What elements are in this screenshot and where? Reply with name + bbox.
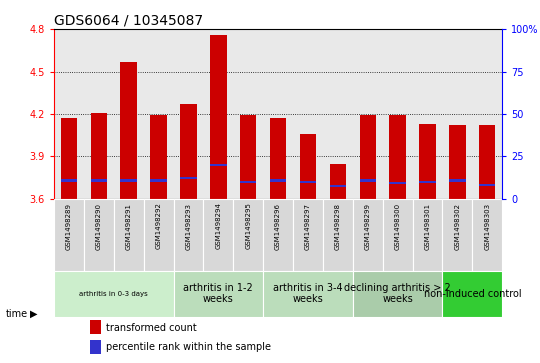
Bar bbox=[419, 181, 436, 183]
Bar bbox=[144, 199, 173, 271]
Text: arthritis in 1-2
weeks: arthritis in 1-2 weeks bbox=[184, 283, 253, 305]
Bar bbox=[329, 163, 346, 199]
Bar bbox=[54, 271, 173, 317]
Text: non-induced control: non-induced control bbox=[423, 289, 521, 299]
Bar bbox=[60, 179, 77, 182]
Text: ▶: ▶ bbox=[30, 309, 37, 319]
Text: GDS6064 / 10345087: GDS6064 / 10345087 bbox=[54, 14, 203, 28]
Text: GSM1498295: GSM1498295 bbox=[245, 203, 251, 249]
Bar bbox=[419, 124, 436, 199]
Bar bbox=[353, 199, 383, 271]
Bar bbox=[180, 104, 197, 199]
Bar bbox=[323, 29, 353, 199]
Bar bbox=[144, 29, 173, 199]
Bar bbox=[300, 181, 316, 183]
Bar bbox=[293, 29, 323, 199]
Bar bbox=[91, 179, 107, 182]
Bar bbox=[150, 179, 167, 182]
Text: transformed count: transformed count bbox=[105, 322, 197, 333]
Text: GSM1498300: GSM1498300 bbox=[395, 203, 401, 250]
Bar bbox=[263, 199, 293, 271]
Bar bbox=[233, 29, 263, 199]
Bar bbox=[90, 321, 101, 334]
Bar bbox=[383, 29, 413, 199]
Bar bbox=[300, 134, 316, 199]
Text: GSM1498294: GSM1498294 bbox=[215, 203, 221, 249]
Bar bbox=[293, 199, 323, 271]
Bar bbox=[472, 29, 502, 199]
Text: GSM1498298: GSM1498298 bbox=[335, 203, 341, 249]
Bar bbox=[263, 271, 353, 317]
Bar bbox=[329, 185, 346, 187]
Bar bbox=[413, 199, 442, 271]
Text: GSM1498293: GSM1498293 bbox=[185, 203, 192, 249]
Text: GSM1498291: GSM1498291 bbox=[126, 203, 132, 249]
Bar bbox=[84, 29, 114, 199]
Bar bbox=[180, 177, 197, 179]
Text: GSM1498296: GSM1498296 bbox=[275, 203, 281, 249]
Bar bbox=[114, 29, 144, 199]
Bar bbox=[383, 199, 413, 271]
Bar bbox=[204, 199, 233, 271]
Bar bbox=[442, 271, 502, 317]
Bar bbox=[54, 29, 84, 199]
Text: GSM1498290: GSM1498290 bbox=[96, 203, 102, 249]
Bar bbox=[84, 199, 114, 271]
Bar bbox=[263, 29, 293, 199]
Bar bbox=[120, 62, 137, 199]
Text: GSM1498299: GSM1498299 bbox=[364, 203, 371, 249]
Bar bbox=[150, 115, 167, 199]
Bar bbox=[442, 199, 472, 271]
Bar bbox=[173, 271, 263, 317]
Bar bbox=[360, 115, 376, 199]
Bar bbox=[240, 181, 256, 183]
Bar bbox=[240, 115, 256, 199]
Bar bbox=[449, 179, 465, 182]
Bar bbox=[120, 179, 137, 182]
Text: GSM1498297: GSM1498297 bbox=[305, 203, 311, 249]
Bar bbox=[449, 125, 465, 199]
Text: arthritis in 0-3 days: arthritis in 0-3 days bbox=[79, 291, 148, 297]
Bar bbox=[60, 118, 77, 199]
Bar bbox=[360, 179, 376, 182]
Bar bbox=[389, 115, 406, 199]
Bar bbox=[323, 199, 353, 271]
Bar bbox=[114, 199, 144, 271]
Bar bbox=[233, 199, 263, 271]
Text: arthritis in 3-4
weeks: arthritis in 3-4 weeks bbox=[273, 283, 343, 305]
Text: declining arthritis > 2
weeks: declining arthritis > 2 weeks bbox=[344, 283, 451, 305]
Bar bbox=[91, 113, 107, 199]
Bar bbox=[54, 199, 84, 271]
Bar bbox=[442, 29, 472, 199]
Bar bbox=[479, 125, 496, 199]
Bar bbox=[353, 271, 442, 317]
Bar bbox=[270, 118, 286, 199]
Bar bbox=[472, 199, 502, 271]
Bar bbox=[90, 340, 101, 354]
Bar bbox=[210, 35, 227, 199]
Text: GSM1498303: GSM1498303 bbox=[484, 203, 490, 250]
Bar bbox=[204, 29, 233, 199]
Bar bbox=[210, 164, 227, 166]
Text: GSM1498302: GSM1498302 bbox=[454, 203, 461, 249]
Text: percentile rank within the sample: percentile rank within the sample bbox=[105, 342, 271, 352]
Text: time: time bbox=[5, 309, 28, 319]
Text: GSM1498301: GSM1498301 bbox=[424, 203, 430, 250]
Bar bbox=[389, 182, 406, 184]
Bar bbox=[270, 179, 286, 182]
Bar bbox=[173, 29, 204, 199]
Bar bbox=[353, 29, 383, 199]
Bar bbox=[413, 29, 442, 199]
Bar bbox=[173, 199, 204, 271]
Bar bbox=[479, 184, 496, 186]
Text: GSM1498292: GSM1498292 bbox=[156, 203, 161, 249]
Text: GSM1498289: GSM1498289 bbox=[66, 203, 72, 249]
